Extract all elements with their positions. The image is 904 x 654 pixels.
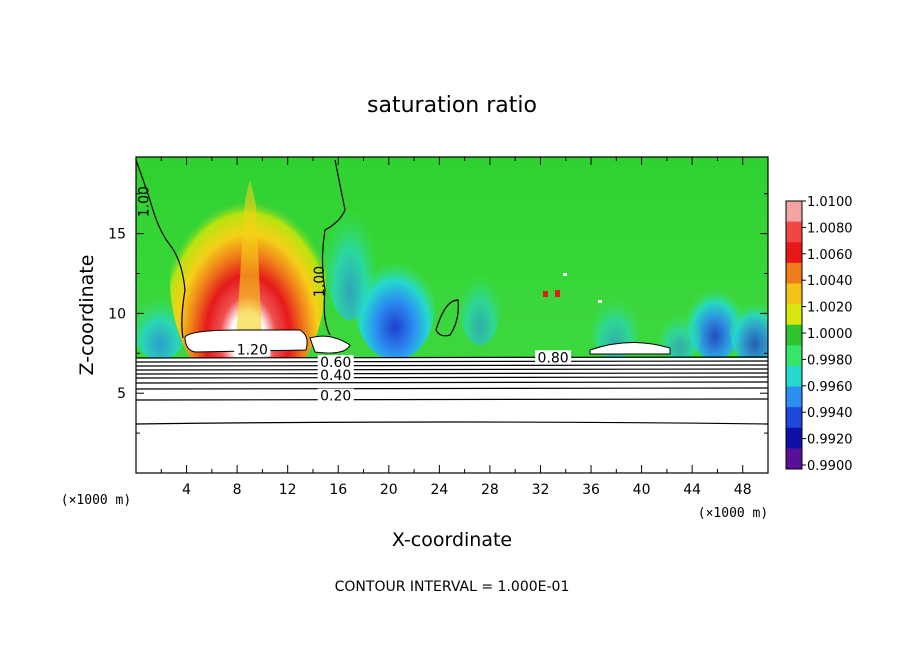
colorbar-swatch [786,345,802,367]
contour-label: 0.80 [535,350,572,366]
contour-label-text: 0.80 [538,350,569,366]
colorbar-swatch [786,386,802,408]
contour-line [435,299,459,337]
contour-line [135,372,769,375]
contour-line [135,381,769,384]
x-tick-label: 48 [734,482,752,498]
x-tick-label: 8 [233,482,242,498]
contour-label: 0.20 [317,388,354,405]
contour-line [135,421,769,425]
plot-frame [135,156,769,474]
contour-line [135,398,769,401]
chart-title: saturation ratio [367,93,537,118]
colorbar-swatch [786,324,802,346]
colorbar-label: 0.9920 [807,433,853,448]
contour-label: 0.40 [317,367,354,384]
contour-label-text: 0.60 [320,355,351,371]
x-tick-label: 20 [380,482,398,498]
contour-label: 1.00 [312,266,328,297]
x-tick-label: 28 [481,482,499,498]
contour-labels: 1.00 1.00 1.20 0.600.40 0.20 0.80 [136,186,572,405]
y-tick-label: 15 [108,227,126,243]
contour-label: 1.00 [136,186,152,217]
subsaturated-layer [136,358,768,473]
contour-label-text: 1.20 [237,342,268,358]
colorbar-label: 1.0080 [807,221,853,236]
contour-line [135,368,769,371]
colorbar-label: 1.0020 [807,301,853,316]
y-tick-label: 10 [108,306,126,322]
plot-field [136,157,768,473]
x-unit-label: (×1000 m) [698,506,768,521]
contour-line [135,356,769,359]
contour-line [135,364,769,367]
cloud-core [184,329,308,353]
y-axis-label: Z-coordinate [76,255,98,376]
colorbar-label: 0.9960 [807,380,853,395]
x-axis: 4 8 12 16 20 24 28 32 36 40 44 48 [160,157,752,498]
colorbar-swatch [786,407,802,429]
contour-label: 1.20 [234,342,271,358]
colorbar-swatch [786,262,802,284]
contour-interval-text: CONTOUR INTERVAL = 1.000E-01 [335,579,570,595]
contour-line [321,159,346,336]
contour-line [135,376,769,379]
colorbar-label: 0.9900 [807,459,853,474]
contour-line [135,387,769,390]
colorbar-label: 0.9980 [807,353,853,368]
colorbar-swatch [786,221,802,243]
contour-lines [135,159,769,425]
contour-label-text: 1.00 [136,186,152,217]
colorbar-swatch [786,283,802,305]
contour-line [135,159,186,339]
colorbar: 1.0100 1.0080 1.0060 1.0040 1.0020 1.0000 0.99… [785,195,853,474]
colorbar-swatch [786,201,802,223]
x-tick-label: 4 [182,482,191,498]
colorbar-label: 1.0000 [807,327,853,342]
y-unit-label: (×1000 m) [61,493,131,508]
contour-line [135,360,769,363]
colorbar-label: 1.0040 [807,274,853,289]
x-tick-label: 44 [683,482,701,498]
x-tick-label: 36 [582,482,600,498]
y-axis: 5 10 15 [108,193,768,434]
colorbar-frame [785,200,803,470]
colorbar-label: 1.0060 [807,248,853,263]
low-ratio-region [355,250,435,360]
colorbar-swatch [786,427,802,449]
colorbar-label: 0.9940 [807,406,853,421]
x-tick-label: 40 [633,482,651,498]
contour-label-text: 0.20 [320,389,351,405]
x-tick-label: 32 [532,482,550,498]
contour-label: 0.60 [317,355,354,371]
colorbar-swatch [786,365,802,388]
contour-label-text: 0.40 [320,368,351,384]
colorbar-swatch [786,448,802,470]
y-tick-label: 5 [117,386,126,402]
x-tick-label: 16 [329,482,347,498]
x-tick-label: 24 [430,482,448,498]
colorbar-swatch [786,242,802,264]
colorbar-label: 1.0100 [807,195,853,210]
x-axis-label: X-coordinate [392,529,512,551]
x-tick-label: 12 [279,482,297,498]
contour-label-text: 1.00 [312,266,328,297]
colorbar-swatch [786,304,802,326]
